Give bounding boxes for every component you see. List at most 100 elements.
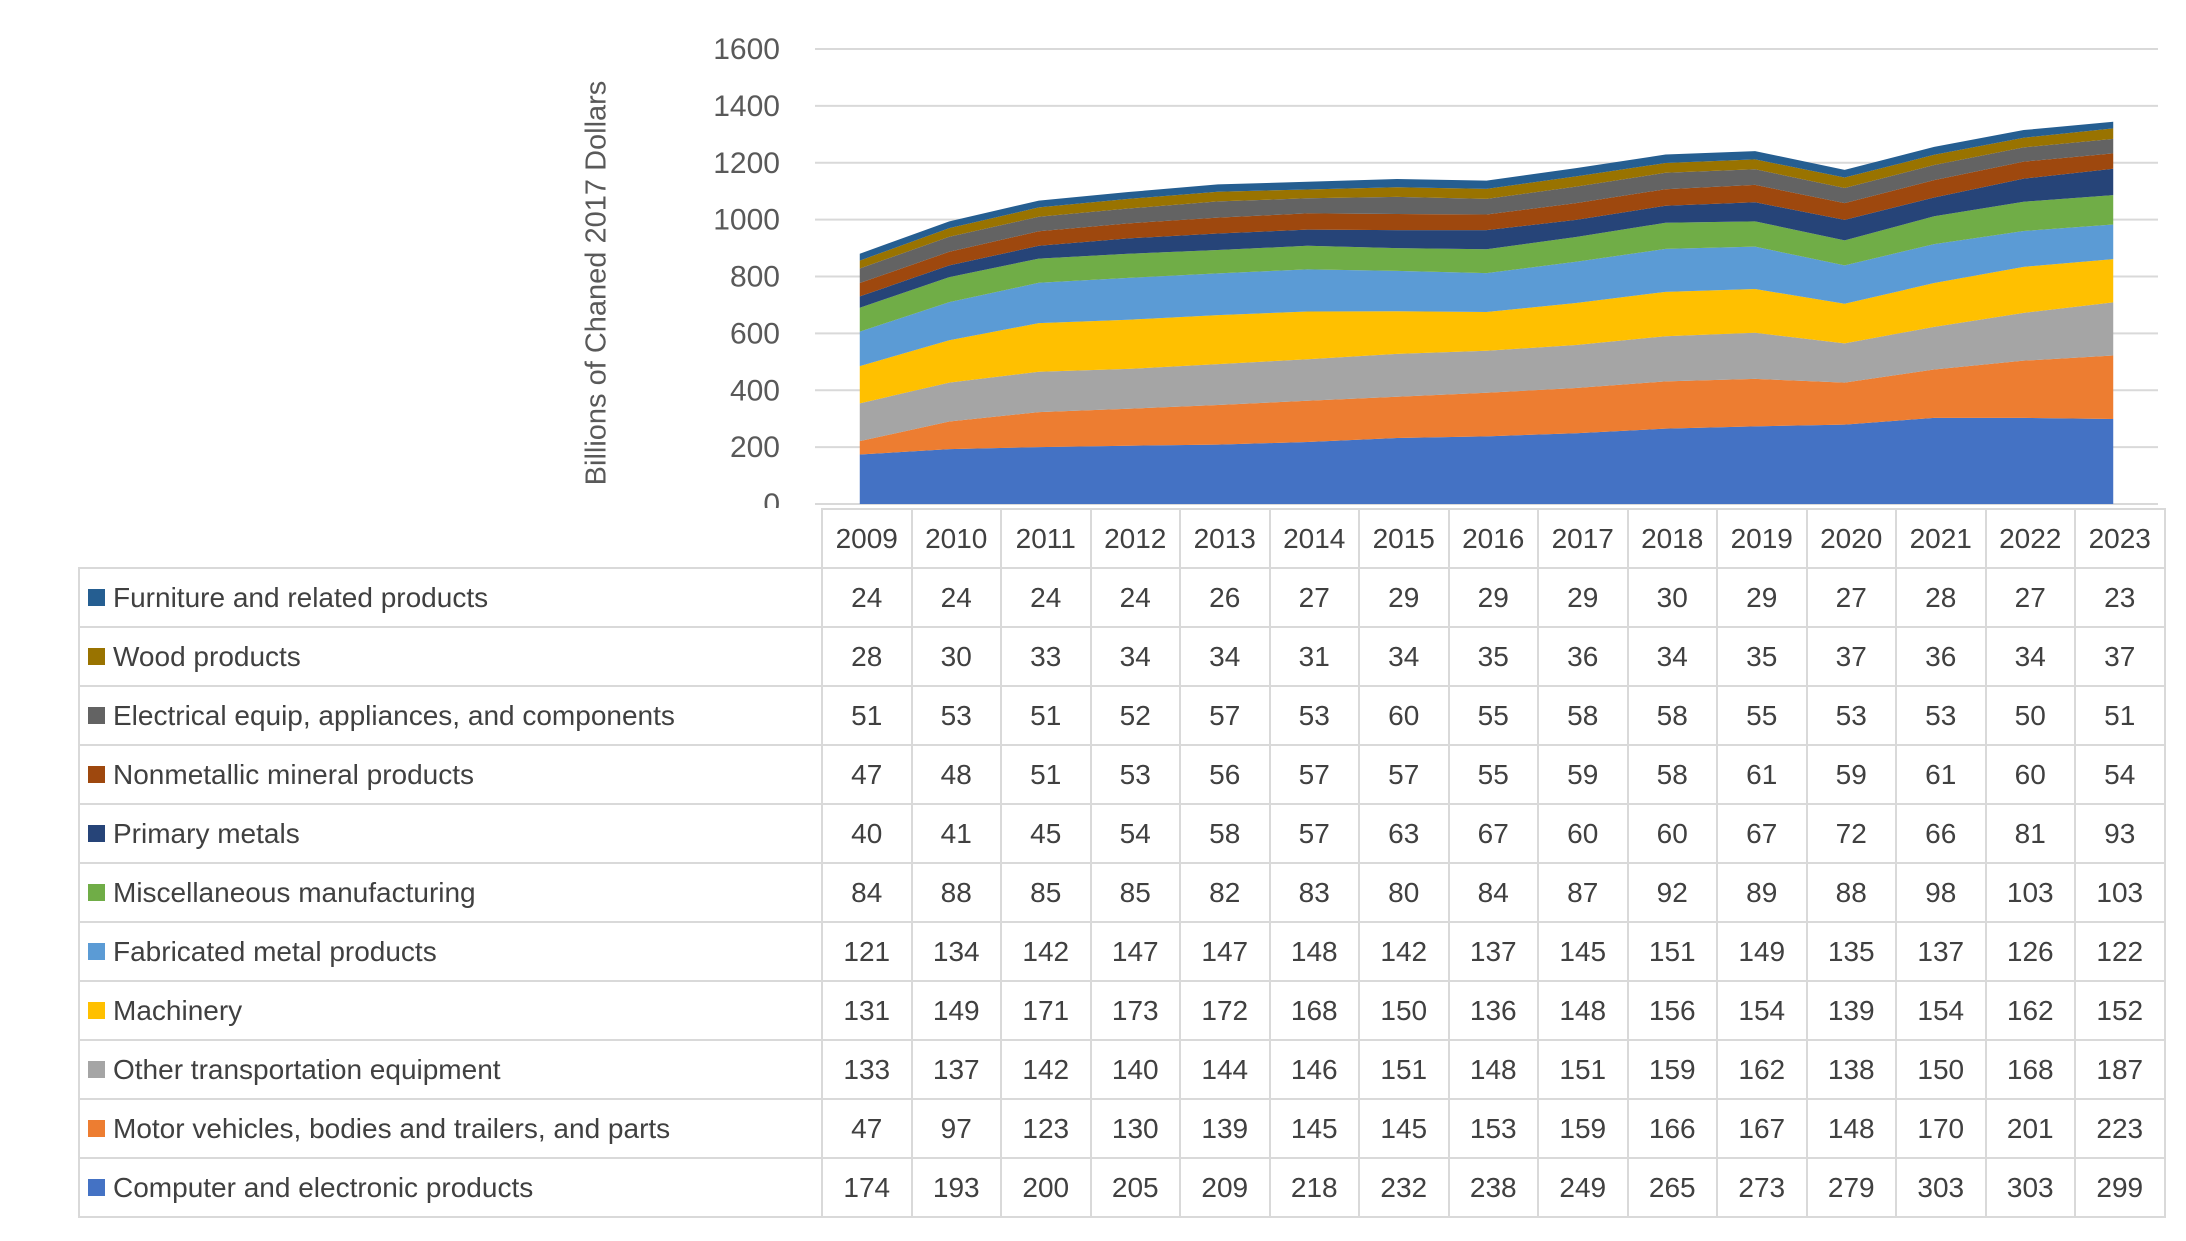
value-cell: 170 xyxy=(1895,1098,1987,1159)
series-label-cell: Primary metals xyxy=(78,803,823,864)
value-cell: 85 xyxy=(1000,862,1092,923)
value-cell: 28 xyxy=(1895,567,1987,628)
stacked-area-chart: 0 200 400 600 800 1000 1200 1400 1600 xyxy=(713,33,2158,508)
series-name: Electrical equip, appliances, and compon… xyxy=(113,699,675,731)
value-cell: 51 xyxy=(2074,685,2166,746)
value-cell: 54 xyxy=(2074,744,2166,805)
value-cell: 145 xyxy=(1358,1098,1450,1159)
value-cell: 150 xyxy=(1895,1039,1987,1100)
value-cell: 36 xyxy=(1537,626,1629,687)
value-cell: 51 xyxy=(1000,685,1092,746)
table-row: Fabricated metal products 121 134 142 147 147… xyxy=(78,921,2166,982)
value-cell: 88 xyxy=(910,862,1002,923)
value-cell: 35 xyxy=(1447,626,1539,687)
value-cell: 60 xyxy=(1626,803,1718,864)
series-label-cell: Furniture and related products xyxy=(78,567,823,628)
table-row: Other transportation equipment 133 137 142 1… xyxy=(78,1039,2166,1100)
value-cell: 142 xyxy=(1358,921,1450,982)
value-cell: 51 xyxy=(1000,744,1092,805)
value-cell: 103 xyxy=(1984,862,2076,923)
value-cell: 201 xyxy=(1984,1098,2076,1159)
value-cell: 154 xyxy=(1895,980,1987,1041)
value-cell: 137 xyxy=(1447,921,1539,982)
value-cell: 137 xyxy=(1895,921,1987,982)
legend-key-icon xyxy=(88,1001,105,1019)
value-cell: 60 xyxy=(1537,803,1629,864)
value-cell: 41 xyxy=(910,803,1002,864)
value-cell: 209 xyxy=(1179,1157,1271,1218)
value-cell: 156 xyxy=(1626,980,1718,1041)
value-cell: 167 xyxy=(1716,1098,1808,1159)
series-name: Wood products xyxy=(113,640,301,672)
value-cell: 61 xyxy=(1895,744,1987,805)
value-cell: 24 xyxy=(821,567,913,628)
table-row: Wood products 28 30 33 34 34 31 34 35 36 34 35 37 36 3… xyxy=(78,626,2166,687)
value-cell: 72 xyxy=(1805,803,1897,864)
year-header: 2015 xyxy=(1358,508,1450,569)
table-row: Miscellaneous manufacturing 84 88 85 85 82 83 8… xyxy=(78,862,2166,923)
value-cell: 34 xyxy=(1626,626,1718,687)
value-cell: 67 xyxy=(1716,803,1808,864)
value-cell: 53 xyxy=(1268,685,1360,746)
value-cell: 162 xyxy=(1716,1039,1808,1100)
area-series-9 xyxy=(859,128,2114,269)
value-cell: 98 xyxy=(1895,862,1987,923)
value-cell: 60 xyxy=(1358,685,1450,746)
value-cell: 84 xyxy=(821,862,913,923)
series-name: Nonmetallic mineral products xyxy=(113,758,475,790)
value-cell: 27 xyxy=(1805,567,1897,628)
value-cell: 55 xyxy=(1447,685,1539,746)
value-cell: 26 xyxy=(1179,567,1271,628)
y-tick-label: 1600 xyxy=(713,33,780,66)
series-label-cell: Electrical equip, appliances, and compon… xyxy=(78,685,823,746)
value-cell: 24 xyxy=(910,567,1002,628)
value-cell: 152 xyxy=(2074,980,2166,1041)
series-label-cell: Other transportation equipment xyxy=(78,1039,823,1100)
value-cell: 134 xyxy=(910,921,1002,982)
value-cell: 82 xyxy=(1179,862,1271,923)
value-cell: 238 xyxy=(1447,1157,1539,1218)
value-cell: 35 xyxy=(1716,626,1808,687)
series-label-cell: Nonmetallic mineral products xyxy=(78,744,823,805)
value-cell: 159 xyxy=(1626,1039,1718,1100)
value-cell: 34 xyxy=(1358,626,1450,687)
value-cell: 174 xyxy=(821,1157,913,1218)
value-cell: 144 xyxy=(1179,1039,1271,1100)
value-cell: 148 xyxy=(1537,980,1629,1041)
value-cell: 137 xyxy=(910,1039,1002,1100)
value-cell: 145 xyxy=(1268,1098,1360,1159)
value-cell: 53 xyxy=(1089,744,1181,805)
value-cell: 153 xyxy=(1447,1098,1539,1159)
value-cell: 37 xyxy=(1805,626,1897,687)
table-row: Furniture and related products 24 24 24 24 26… xyxy=(78,567,2166,628)
series-label-cell: Fabricated metal products xyxy=(78,921,823,982)
value-cell: 249 xyxy=(1537,1157,1629,1218)
series-name: Machinery xyxy=(113,994,243,1026)
year-header: 2010 xyxy=(910,508,1002,569)
value-cell: 159 xyxy=(1537,1098,1629,1159)
year-header: 2023 xyxy=(2074,508,2166,569)
value-cell: 28 xyxy=(821,626,913,687)
value-cell: 133 xyxy=(821,1039,913,1100)
year-header-row: 2009 2010 2011 2012 2013 2014 2015 2016 2017 2018… xyxy=(79,508,2166,569)
value-cell: 36 xyxy=(1895,626,1987,687)
year-header: 2012 xyxy=(1089,508,1181,569)
value-cell: 57 xyxy=(1179,685,1271,746)
y-tick-label: 400 xyxy=(730,374,780,407)
value-cell: 27 xyxy=(1268,567,1360,628)
legend-key-icon xyxy=(88,824,105,842)
value-cell: 140 xyxy=(1089,1039,1181,1100)
y-tick-label: 600 xyxy=(730,317,780,350)
value-cell: 47 xyxy=(821,744,913,805)
value-cell: 53 xyxy=(910,685,1002,746)
area-series-8 xyxy=(859,138,2114,284)
table-row: Computer and electronic products 174 193 20… xyxy=(78,1157,2166,1218)
y-tick-label: 800 xyxy=(730,261,780,294)
value-cell: 89 xyxy=(1716,862,1808,923)
value-cell: 63 xyxy=(1358,803,1450,864)
value-cell: 97 xyxy=(910,1098,1002,1159)
year-header: 2016 xyxy=(1447,508,1539,569)
value-cell: 303 xyxy=(1984,1157,2076,1218)
year-header: 2022 xyxy=(1984,508,2076,569)
value-cell: 58 xyxy=(1626,685,1718,746)
